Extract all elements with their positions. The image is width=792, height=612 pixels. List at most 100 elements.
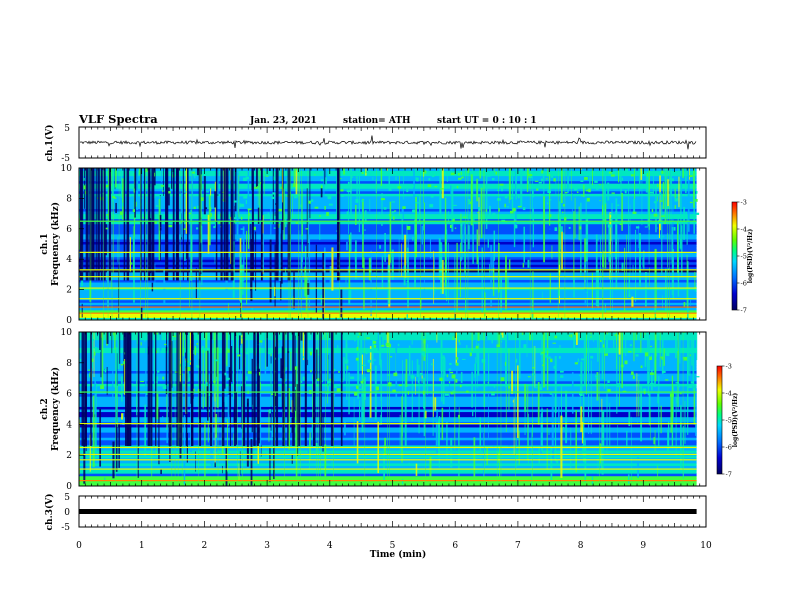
spectrogram-streak (239, 345, 241, 387)
spectrogram-streak (322, 252, 325, 319)
spectrogram-dark-column (223, 168, 226, 281)
spectrogram-streak (654, 273, 656, 315)
spectrogram-speckle (631, 371, 634, 375)
spectrogram-speckle (327, 380, 332, 384)
spectrogram-streak (95, 383, 97, 454)
spectrogram-speckle (573, 187, 578, 191)
spectrogram-speckle (356, 385, 359, 389)
spectrogram-streak (667, 233, 669, 268)
time-tick-10: 10 (700, 541, 712, 551)
spectrogram-speckle (449, 362, 452, 365)
spectrogram-streak (649, 332, 650, 339)
spectrogram-streak (364, 210, 367, 224)
spectrogram-streak (361, 354, 364, 390)
spectrogram-band (79, 208, 697, 212)
spectrogram-streak (439, 168, 442, 214)
spectrogram-streak (620, 168, 622, 197)
spectrogram-streak (585, 219, 588, 262)
spectrogram-band (79, 233, 697, 237)
spectrogram-streak (81, 303, 83, 318)
spectrogram-streak (421, 332, 423, 384)
spectrogram-speckle (358, 388, 362, 391)
spectrogram-speckle (617, 204, 620, 206)
spectrogram-speckle (517, 205, 522, 208)
spectrogram-streak (307, 447, 310, 454)
spectrogram-streak (608, 225, 611, 262)
spectrogram-streak (183, 415, 186, 485)
spectrogram-streak (350, 232, 352, 252)
spectrogram-speckle (542, 364, 544, 367)
spectrogram-streak (638, 168, 640, 195)
spectrogram-streak (677, 223, 680, 297)
spectrogram-streak (373, 272, 376, 274)
ch1-spectrogram-xticks (78, 168, 707, 320)
spectrogram-streak (168, 187, 170, 206)
spectrogram-streak (643, 250, 645, 269)
spectrogram-speckle (130, 184, 135, 188)
spectrogram-streak (655, 185, 657, 233)
spectrogram-speckle (565, 192, 568, 194)
ch3-waveform-ticks (78, 496, 707, 527)
spectrogram-streak (265, 332, 266, 370)
spectrogram-speckle (247, 371, 252, 374)
spectrogram-speckle (340, 189, 344, 192)
time-tick-6: 6 (452, 541, 458, 551)
spectrogram-streak (233, 332, 236, 400)
spectrogram-speckle (586, 197, 590, 202)
spectrogram-speckle (333, 386, 338, 388)
spectrogram-speckle (155, 350, 158, 354)
spectrogram-speckle (689, 175, 693, 178)
spectrogram-streak (311, 332, 313, 343)
spectrogram-streak (601, 410, 604, 475)
spectrogram-speckle (607, 388, 611, 393)
spectrogram-streak (546, 332, 549, 391)
spectrogram-streak (662, 181, 665, 210)
spectrogram-impulse (90, 168, 92, 320)
spectrogram-streak (270, 363, 272, 407)
spectrogram-streak (667, 429, 669, 451)
spectrogram-speckle (674, 205, 676, 209)
spectrogram-speckle (642, 388, 647, 392)
spectrogram-dark-column (226, 168, 229, 281)
spectrogram-speckle (446, 215, 449, 218)
spectrogram-streak (368, 257, 371, 281)
spectrogram-streak (493, 446, 495, 451)
spectrogram-streak (184, 253, 186, 261)
spectrogram-streak (606, 383, 608, 455)
spectrogram-streak (234, 205, 236, 253)
spectrogram-streak (145, 342, 147, 399)
spectrogram-streak (686, 254, 688, 308)
spectrogram-speckle (673, 227, 676, 231)
time-axis-label: Time (min) (370, 549, 427, 560)
spectrogram-speckle (440, 188, 444, 190)
spectrogram-impulse (557, 168, 559, 320)
spectrogram-streak (292, 195, 293, 218)
spectrogram-speckle (495, 171, 498, 175)
spectrogram-streak (273, 447, 275, 480)
spectrogram-speckle (412, 184, 414, 188)
spectrogram-speckle (670, 178, 674, 182)
spectrogram-speckle (294, 195, 298, 199)
spectrogram-streak (372, 332, 374, 365)
ch1-ytick-10: 10 (61, 164, 73, 174)
spectrogram-speckle (595, 377, 598, 380)
spectrogram-streak (659, 192, 661, 220)
spectrogram-dark-column (95, 168, 97, 281)
spectrogram-streak (267, 212, 270, 216)
spectrogram-dark-column (242, 332, 246, 446)
spectrogram-streak (356, 332, 358, 334)
spectrogram-streak (469, 168, 470, 176)
spectrogram-speckle (475, 345, 479, 349)
spectrogram-streak (308, 236, 311, 310)
ch1-ytick-6: 6 (66, 225, 72, 235)
spectrogram-speckle (355, 357, 359, 361)
spectrogram-streak (259, 168, 261, 217)
spectrogram-streak (401, 217, 403, 241)
spectrogram-dark-column (176, 168, 179, 281)
spectrogram-streak (446, 422, 448, 459)
spectrogram-streak (618, 168, 620, 183)
spectrogram-speckle (253, 186, 258, 189)
spectrogram-streak (637, 374, 640, 376)
spectrogram-speckle (173, 335, 177, 338)
spectrogram-band (79, 206, 697, 210)
